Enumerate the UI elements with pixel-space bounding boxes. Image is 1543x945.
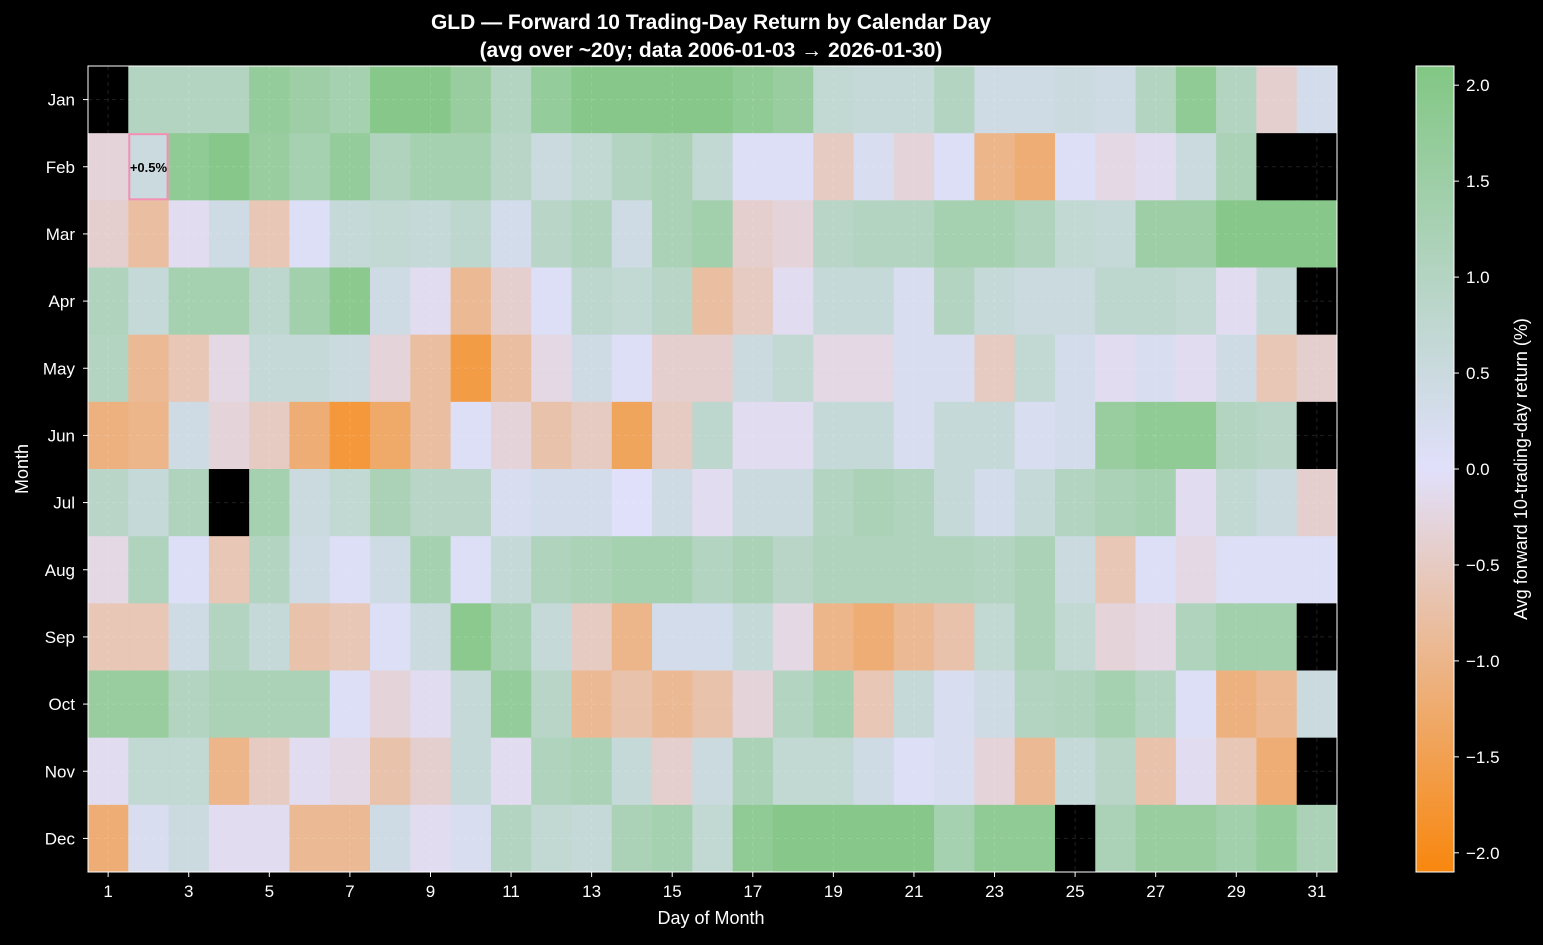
- x-tick-label: 5: [265, 882, 274, 901]
- colorbar-tick-label: −1.5: [1466, 748, 1500, 767]
- x-tick-label: 7: [345, 882, 354, 901]
- x-axis-label: Day of Month: [657, 908, 764, 928]
- heatmap-cell-may-6: [289, 335, 330, 403]
- y-tick-label: May: [43, 359, 76, 378]
- colorbar-tick-label: 0.0: [1466, 460, 1490, 479]
- x-tick-label: 27: [1146, 882, 1165, 901]
- colorbar-tick-label: −1.0: [1466, 652, 1500, 671]
- colorbar-label: Avg forward 10-trading-day return (%): [1511, 318, 1531, 620]
- heatmap-cells: [88, 66, 1338, 873]
- heatmap-cell-jul-6: [289, 469, 330, 537]
- heatmap-cell-jul-7: [330, 469, 371, 537]
- y-tick-label: Oct: [49, 695, 76, 714]
- x-tick-label: 11: [502, 882, 520, 901]
- chart-subtitle: (avg over ~20y; data 2006-01-03 → 2026-0…: [480, 39, 943, 62]
- y-axis-label: Month: [12, 444, 32, 494]
- heatmap-cell-mar-6: [289, 200, 330, 268]
- y-tick-label: Jan: [48, 91, 75, 110]
- heatmap-cell-feb-7: [330, 133, 371, 201]
- heatmap-cell-dec-6: [289, 805, 330, 873]
- heatmap-cell-jan-6: [289, 66, 330, 134]
- colorbar-tick-label: −0.5: [1466, 556, 1500, 575]
- colorbar-tick-label: −2.0: [1466, 844, 1500, 863]
- highlight-annotation: +0.5%: [130, 160, 168, 175]
- x-tick-label: 31: [1307, 882, 1326, 901]
- y-tick-label: Sep: [45, 628, 75, 647]
- colorbar-tick-label: 1.0: [1466, 268, 1490, 287]
- x-tick-label: 17: [743, 882, 762, 901]
- chart-title: GLD — Forward 10 Trading-Day Return by C…: [431, 11, 991, 34]
- x-tick-label: 23: [985, 882, 1004, 901]
- heatmap-cell-jun-6: [289, 402, 330, 470]
- y-tick-label: Nov: [45, 762, 76, 781]
- colorbar-tick-label: 2.0: [1466, 76, 1490, 95]
- heatmap-cell-apr-6: [289, 268, 330, 336]
- y-tick-label: Jun: [48, 426, 75, 445]
- y-tick-label: Aug: [45, 561, 75, 580]
- heatmap-cell-oct-6: [289, 671, 330, 739]
- y-tick-label: Mar: [46, 225, 76, 244]
- x-tick-label: 25: [1066, 882, 1085, 901]
- y-tick-label: Feb: [46, 158, 75, 177]
- heatmap-cell-dec-7: [330, 805, 371, 873]
- colorbar: [1416, 66, 1454, 872]
- y-tick-label: Dec: [45, 829, 76, 848]
- y-tick-label: Apr: [49, 292, 76, 311]
- y-tick-label: Jul: [53, 494, 75, 513]
- heatmap-cell-may-7: [330, 335, 371, 403]
- heatmap-cell-nov-6: [289, 738, 330, 806]
- heatmap-cell-feb-6: [289, 133, 330, 201]
- x-tick-label: 13: [582, 882, 601, 901]
- x-tick-label: 3: [184, 882, 193, 901]
- heatmap-cell-aug-6: [289, 536, 330, 604]
- colorbar-tick-label: 0.5: [1466, 364, 1490, 383]
- x-tick-label: 19: [824, 882, 843, 901]
- x-tick-label: 21: [904, 882, 923, 901]
- x-tick-label: 29: [1227, 882, 1246, 901]
- heatmap-cell-sep-6: [289, 603, 330, 671]
- x-tick-label: 9: [426, 882, 435, 901]
- x-tick-label: 1: [103, 882, 112, 901]
- heatmap-cell-oct-7: [330, 671, 371, 739]
- colorbar-tick-label: 1.5: [1466, 172, 1490, 191]
- x-tick-label: 15: [663, 882, 682, 901]
